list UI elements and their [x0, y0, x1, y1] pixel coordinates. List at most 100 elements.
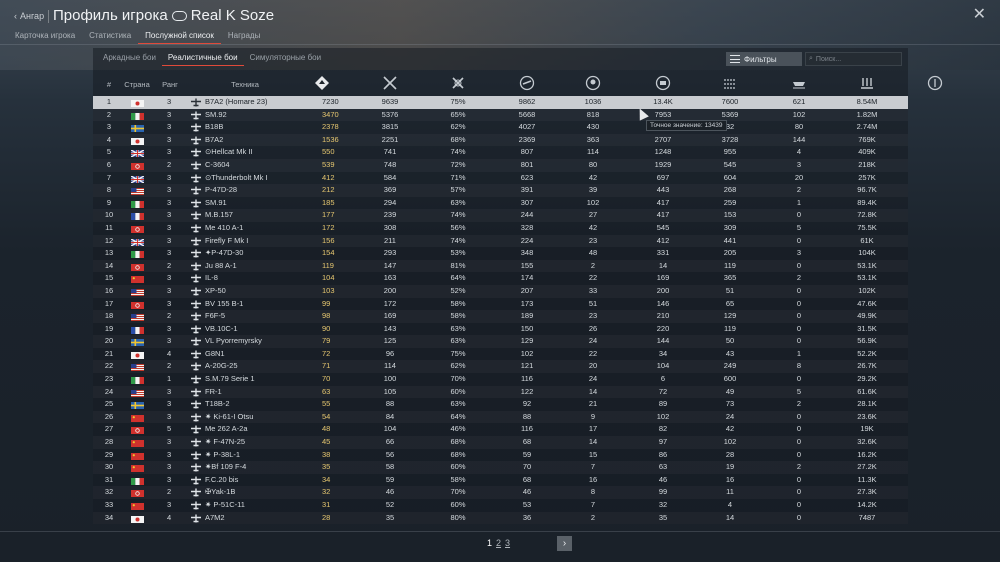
table-row[interactable]: 6 2 C-3604 539 748 72% 801 80 1929 545 3 218K [93, 159, 908, 172]
table-row[interactable]: 10 3 M.B.157 177 239 74% 244 27 417 153 0 72.8K [93, 209, 908, 222]
col-vehicle[interactable]: Техника [231, 80, 259, 89]
table-row[interactable]: 17 3 BV 155 B-1 99 172 58% 173 51 146 65 0 47.6K [93, 298, 908, 311]
filters-button[interactable]: Фильтры [726, 52, 802, 66]
vehicle-name[interactable]: C-3604 [205, 159, 230, 169]
vehicle-name[interactable]: A7M2 [205, 512, 225, 522]
vehicle-name[interactable]: VL Pyorremyrsky [205, 336, 262, 346]
table-row[interactable]: 8 3 P-47D-28 212 369 57% 391 39 443 268 2 96.7K [93, 184, 908, 197]
next-page-button[interactable]: › [557, 536, 572, 551]
vehicle-name[interactable]: B18B [205, 122, 224, 132]
deaths-icon[interactable] [655, 75, 671, 91]
vehicle-name[interactable]: Me 410 A-1 [205, 222, 244, 232]
vehicle-name[interactable]: F6F-5 [205, 311, 226, 321]
sl-earned-icon[interactable] [927, 75, 943, 91]
vehicle-name[interactable]: T18B-2 [205, 399, 230, 409]
table-row[interactable]: 31 3 F.C.20 bis 34 59 58% 68 16 46 16 0 11.3K [93, 474, 908, 487]
vehicle-name[interactable]: M.B.157 [205, 210, 233, 220]
vehicle-name[interactable]: ✷ P-38L-1 [205, 449, 241, 459]
col-num[interactable]: # [106, 80, 112, 89]
vehicle-name[interactable]: IL-8 [205, 273, 218, 283]
col-rank[interactable]: Ранг [162, 80, 178, 89]
table-row[interactable]: 20 3 VL Pyorremyrsky 79 125 63% 129 24 144 50 0 56.… [93, 335, 908, 348]
table-row[interactable]: 12 3 Firefly F Mk I 156 211 74% 224 23 412 441 0 61… [93, 235, 908, 248]
vehicle-name[interactable]: SM.91 [205, 197, 227, 207]
vehicle-name[interactable]: VB.10C-1 [205, 323, 238, 333]
table-row[interactable]: 30 3 ✷Bf 109 F-4 35 58 60% 70 7 63 19 2 27.2K [93, 461, 908, 474]
vehicle-name[interactable]: S.M.79 Serie 1 [205, 374, 255, 384]
vehicle-name[interactable]: XP-50 [205, 285, 226, 295]
vehicle-name[interactable]: ✷ P-51C-11 [205, 500, 245, 509]
table-row[interactable]: 28 3 ✷ F-47N-25 45 66 68% 68 14 97 102 0 32.6K [93, 436, 908, 449]
vehicle-name[interactable]: G8N1 [205, 348, 225, 358]
table-row[interactable]: 21 4 G8N1 72 96 75% 102 22 34 43 1 52.2K [93, 348, 908, 361]
table-row[interactable]: 7 3 ⊙Thunderbolt Mk I 412 584 71% 623 42 697 604 2… [93, 172, 908, 185]
vehicle-name[interactable]: ✷Bf 109 F-4 [205, 462, 247, 472]
vehicle-name[interactable]: A-20G-25 [205, 361, 238, 371]
tab-service-record[interactable]: Послужной список [138, 30, 221, 44]
table-row[interactable]: 9 3 SM.91 185 294 63% 307 102 417 259 1 89.4K [93, 197, 908, 210]
vehicle-name[interactable]: ✷ F-47N-25 [205, 437, 246, 447]
table-row[interactable]: 33 3 ✷ P-51C-11 31 52 60% 53 7 32 4 0 14.2K [93, 499, 908, 512]
vehicle-name[interactable]: ✦P-47D-30 [205, 248, 244, 258]
table-row[interactable]: 3 3 B18B 2378 3815 62% 4027 430 32 80 2.74M [93, 121, 908, 134]
vehicle-name[interactable]: ✷ Ki-61-I Otsu [205, 411, 254, 421]
close-icon[interactable]: ✕ [972, 6, 986, 23]
ground-kills-icon[interactable] [722, 75, 738, 91]
table-row[interactable]: 22 2 A-20G-25 71 114 62% 121 20 104 249 8 26.7K [93, 360, 908, 373]
table-row[interactable]: 27 5 Me 262 A-2a 48 104 46% 116 17 82 42 0 19K [93, 423, 908, 436]
vehicle-name[interactable]: Ju 88 A-1 [205, 260, 237, 270]
page-3[interactable]: 3 [505, 538, 511, 548]
table-row[interactable]: 16 3 XP-50 103 200 52% 207 33 200 51 0 102K [93, 285, 908, 298]
tab-realistic[interactable]: Реалистичные бои [161, 52, 244, 66]
vehicle-name[interactable]: ✠Yak-1B [205, 487, 236, 497]
table-row[interactable]: 32 2 ✠Yak-1B 32 46 70% 46 8 99 11 0 27.3K [93, 486, 908, 499]
table-row[interactable]: 1 3 B7A2 (Homare 23) 7230 9639 75% 9862 1036 13.… [93, 96, 908, 109]
tab-statistics[interactable]: Статистика [89, 31, 132, 40]
table-row[interactable]: 34 4 A7M2 28 35 80% 36 2 35 14 0 7487 [93, 512, 908, 525]
table-row[interactable]: 4 3 B7A2 1536 2251 68% 2369 363 2707 3728 144 769K [93, 134, 908, 147]
win-rate-icon[interactable] [519, 75, 535, 91]
vehicle-name[interactable]: ⊙Thunderbolt Mk I [205, 172, 268, 182]
table-row[interactable]: 18 2 F6F-5 98 169 58% 189 23 210 129 0 49.9K [93, 310, 908, 323]
search-input[interactable] [815, 55, 896, 63]
vehicle-name[interactable]: SM.92 [205, 109, 227, 119]
vehicle-name[interactable]: B7A2 [205, 134, 224, 144]
page-1[interactable]: 1 [487, 538, 493, 548]
vehicle-name[interactable]: B7A2 (Homare 23) [205, 97, 268, 106]
table-row[interactable]: 29 3 ✷ P-38L-1 38 56 68% 59 15 86 28 0 16.2K [93, 449, 908, 462]
stat-value-7: 0 [796, 437, 802, 447]
unknown-stat-icon[interactable] [859, 75, 875, 91]
tab-player-card[interactable]: Карточка игрока [15, 31, 76, 40]
table-row[interactable]: 19 3 VB.10C-1 90 143 63% 150 26 220 119 0 31.5K [93, 323, 908, 336]
vehicle-name[interactable]: Me 262 A-2a [205, 424, 248, 434]
tab-simulator[interactable]: Симуляторные бои [249, 53, 322, 62]
table-row[interactable]: 23 1 S.M.79 Serie 1 70 100 70% 116 24 6 600 0 29.2K [93, 373, 908, 386]
table-row[interactable]: 15 3 IL-8 104 163 64% 174 22 169 365 2 53.1K [93, 272, 908, 285]
table-row[interactable]: 14 2 Ju 88 A-1 119 147 81% 155 2 14 119 0 53.1K [93, 260, 908, 273]
table-row[interactable]: 25 3 T18B-2 55 88 63% 92 21 89 73 2 28.1K [93, 398, 908, 411]
table-row[interactable]: 2 3 SM.92 3470 5376 65% 5668 818 7953 5369 102 1.82… [93, 109, 908, 122]
col-country[interactable]: Страна [124, 80, 150, 89]
naval-kills-icon[interactable] [791, 75, 807, 91]
vehicle-name[interactable]: FR-1 [205, 386, 222, 396]
vehicle-name[interactable]: ⊙Hellcat Mk II [205, 147, 253, 157]
back-button[interactable]: ‹ Ангар [14, 11, 44, 21]
table-row[interactable]: 26 3 ✷ Ki-61-I Otsu 54 84 64% 88 9 102 24 0 23.6K [93, 411, 908, 424]
table-row[interactable]: 24 3 FR-1 63 105 60% 122 14 72 49 5 61.6K [93, 386, 908, 399]
stat-value-1: 293 [383, 248, 397, 258]
table-row[interactable]: 13 3 ✦P-47D-30 154 293 53% 348 48 331 205 3 104K [93, 247, 908, 260]
tab-arcade[interactable]: Аркадные бои [103, 53, 156, 62]
wins-icon[interactable] [450, 75, 466, 91]
table-row[interactable]: 5 3 ⊙Hellcat Mk II 550 741 74% 807 114 1248 955 4 4… [93, 146, 908, 159]
vehicle-name[interactable]: BV 155 B-1 [205, 298, 244, 308]
rp-icon[interactable] [314, 75, 330, 91]
vehicle-name[interactable]: F.C.20 bis [205, 474, 239, 484]
tab-awards[interactable]: Награды [227, 31, 261, 40]
table-row[interactable]: 11 3 Me 410 A-1 172 308 56% 328 42 545 309 5 75.5K [93, 222, 908, 235]
battles-icon[interactable] [382, 75, 398, 91]
vehicle-name[interactable]: Firefly F Mk I [205, 235, 249, 245]
page-2[interactable]: 2 [496, 538, 502, 548]
stat-value-3: 623 [520, 172, 534, 182]
vehicle-name[interactable]: P-47D-28 [205, 185, 238, 195]
air-kills-icon[interactable] [585, 75, 601, 91]
